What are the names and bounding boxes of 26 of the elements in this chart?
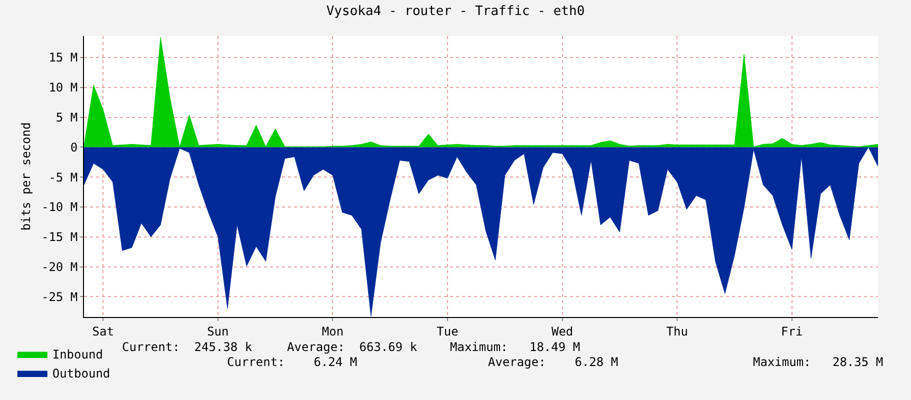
y-tick-label: -20 M	[41, 260, 78, 274]
y-axis-title: bits per second	[18, 122, 33, 231]
legend-label: Inbound	[52, 348, 103, 362]
text: Maximum: 28.35 M	[753, 355, 884, 369]
y-tick-label: -25 M	[41, 290, 78, 304]
x-tick-label: Tue	[436, 324, 458, 338]
y-tick-label: 0	[70, 140, 78, 154]
y-tick-label: 5 M	[56, 110, 78, 125]
text: Current: 6.24 M	[227, 355, 358, 369]
y-tick-label: -5 M	[48, 170, 78, 184]
x-tick-label: Mon	[322, 324, 344, 338]
y-tick-label: 15 M	[48, 50, 78, 65]
text: Current: 245.38 k	[122, 340, 253, 354]
x-tick-label: Sat	[92, 324, 114, 338]
text: Maximum: 18.49 M	[450, 340, 580, 354]
legend-label: Outbound	[52, 366, 110, 381]
y-tick-label: 10 M	[48, 80, 78, 95]
y-tick-label: -15 M	[41, 230, 78, 244]
text: Average: 6.28 M	[488, 355, 618, 369]
x-tick-label: Sun	[207, 324, 229, 338]
x-tick-label: Wed	[551, 324, 574, 338]
text: Average: 663.69 k	[287, 340, 418, 354]
x-tick-label: Thu	[666, 324, 688, 338]
y-tick-label: -10 M	[41, 200, 78, 214]
x-tick-label: Fri	[781, 324, 803, 338]
chart-title: Vysoka4 - router - Traffic - eth0	[326, 4, 585, 20]
